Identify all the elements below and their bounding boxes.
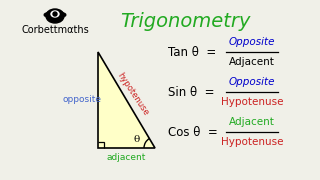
Text: θ: θ xyxy=(134,136,140,145)
Text: Hypotenuse: Hypotenuse xyxy=(221,97,283,107)
Text: Adjacent: Adjacent xyxy=(229,57,275,67)
Text: Hypotenuse: Hypotenuse xyxy=(221,137,283,147)
Text: hypotenuse: hypotenuse xyxy=(115,71,150,117)
Text: Corbettmαths: Corbettmαths xyxy=(21,25,89,35)
Ellipse shape xyxy=(51,11,59,17)
Text: Trigonometry: Trigonometry xyxy=(120,12,250,31)
Text: Adjacent: Adjacent xyxy=(229,117,275,127)
Text: Cos θ  =: Cos θ = xyxy=(168,125,218,138)
Text: Opposite: Opposite xyxy=(229,77,275,87)
Ellipse shape xyxy=(46,9,64,23)
FancyArrowPatch shape xyxy=(60,13,64,15)
Text: opposite: opposite xyxy=(62,96,101,105)
Text: Opposite: Opposite xyxy=(229,37,275,47)
FancyArrowPatch shape xyxy=(45,13,50,15)
Text: Sin θ  =: Sin θ = xyxy=(168,86,214,98)
Circle shape xyxy=(53,12,57,16)
Text: adjacent: adjacent xyxy=(107,154,146,163)
Polygon shape xyxy=(98,52,155,148)
Text: Tan θ  =: Tan θ = xyxy=(168,46,216,58)
